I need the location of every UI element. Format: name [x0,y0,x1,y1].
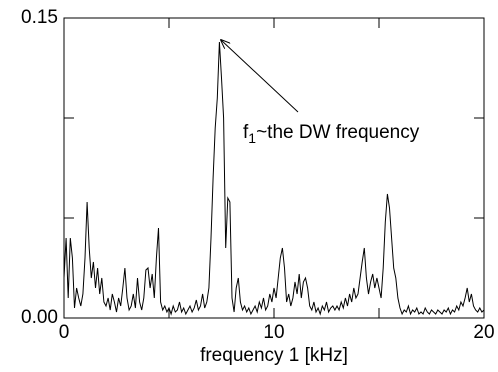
y-tick-label: 0.00 [21,307,58,328]
x-axis-label: frequency 1 [kHz] [200,345,348,366]
spectrum-line [63,41,485,316]
x-tick-label: 20 [473,322,494,343]
annotation: f1~the DW frequency [243,122,420,146]
annotation-text: ~the DW frequency [256,122,420,143]
annotation-arrow [221,40,299,113]
annotation-f: f [243,122,249,143]
annotation-subscript: 1 [248,130,256,146]
x-tick-label: 10 [263,322,284,343]
x-tick-label: 0 [59,322,70,343]
plot-frame [63,17,485,319]
y-tick-label: 0.15 [21,7,58,28]
